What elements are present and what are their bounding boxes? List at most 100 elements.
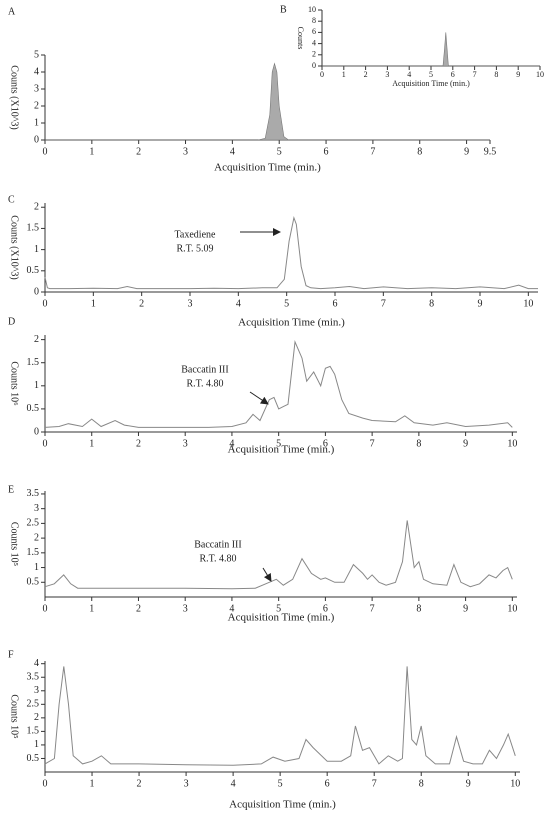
x-tick-label: 0 bbox=[320, 70, 324, 79]
x-axis-label: Acquisition Time (min.) bbox=[392, 79, 470, 88]
y-tick-label: 2 bbox=[312, 50, 316, 59]
x-tick-label: 7 bbox=[370, 146, 375, 157]
y-axis-label: Counts bbox=[296, 27, 305, 50]
x-tick-label: 3 bbox=[385, 70, 389, 79]
y-tick-label: 0 bbox=[34, 286, 39, 297]
panel-label: B bbox=[280, 4, 287, 15]
x-tick-label: 6 bbox=[324, 146, 329, 157]
x-axis-label: Acquisition Time (min.) bbox=[238, 317, 345, 329]
y-tick-label: 0.5 bbox=[27, 403, 40, 414]
y-tick-label: 0.5 bbox=[27, 753, 40, 764]
x-tick-label: 0 bbox=[43, 438, 48, 449]
x-tick-label: 1 bbox=[89, 603, 94, 614]
line bbox=[44, 339, 513, 428]
y-tick-label: 2 bbox=[34, 334, 39, 345]
y-tick-label: 8 bbox=[312, 16, 316, 25]
x-axis-label: Acquisition Time (min.) bbox=[229, 799, 336, 811]
y-tick-label: 1.5 bbox=[27, 726, 40, 737]
x-tick-label: 2 bbox=[136, 603, 141, 614]
annotation: Baccatin III bbox=[194, 539, 241, 550]
x-axis-label: Acquisition Time (min.) bbox=[214, 162, 321, 174]
y-tick-label: 4 bbox=[312, 38, 316, 47]
y-axis-label: Counts 10⁵ bbox=[9, 694, 20, 738]
x-tick-label: 2 bbox=[136, 146, 141, 157]
y-tick-label: 3 bbox=[34, 503, 39, 514]
x-tick-label: 5 bbox=[284, 298, 289, 309]
x-tick-label: 4 bbox=[407, 70, 411, 79]
y-tick-label: 2.5 bbox=[27, 699, 40, 710]
annotation: R.T. 4.80 bbox=[199, 553, 236, 564]
line bbox=[44, 666, 516, 766]
x-tick-label: 0 bbox=[43, 778, 48, 789]
y-tick-label: 1 bbox=[34, 562, 39, 573]
x-tick-label: 2 bbox=[139, 298, 144, 309]
x-tick-label: 10 bbox=[507, 438, 517, 449]
x-tick-label: 9 bbox=[516, 70, 520, 79]
x-tick-label: 8 bbox=[416, 438, 421, 449]
x-tick-label: 2 bbox=[364, 70, 368, 79]
y-tick-label: 1 bbox=[34, 380, 39, 391]
x-tick-label: 2 bbox=[137, 778, 142, 789]
x-tick-label: 9 bbox=[464, 146, 469, 157]
x-tick-label: 4 bbox=[231, 778, 236, 789]
y-tick-label: 6 bbox=[312, 27, 316, 36]
line bbox=[44, 216, 538, 290]
y-axis-label: Counts (X10^3) bbox=[9, 65, 20, 129]
y-axis-label: Counts 10⁶ bbox=[9, 361, 20, 406]
x-tick-label: 1 bbox=[342, 70, 346, 79]
x-tick-label: 8 bbox=[416, 603, 421, 614]
x-tick-label: 5 bbox=[278, 778, 283, 789]
x-tick-label: 5 bbox=[429, 70, 433, 79]
y-tick-label: 3.5 bbox=[27, 488, 40, 499]
annotation: Baccatin III bbox=[181, 364, 228, 375]
y-tick-label: 3 bbox=[34, 685, 39, 696]
y-tick-label: 1 bbox=[34, 117, 39, 128]
x-tick-label: 0 bbox=[43, 146, 48, 157]
x-tick-label: 8 bbox=[419, 778, 424, 789]
x-tick-label: 7 bbox=[370, 438, 375, 449]
x-tick-label: 1 bbox=[89, 146, 94, 157]
x-tick-label: 5 bbox=[276, 603, 281, 614]
x-tick-label: 1 bbox=[90, 778, 95, 789]
x-tick-label: 4 bbox=[230, 146, 235, 157]
x-axis-label: Acquisition Time (min.) bbox=[228, 612, 335, 624]
y-tick-label: 1.5 bbox=[27, 223, 40, 234]
x-tick-label: 8 bbox=[429, 298, 434, 309]
x-tick-label: 1 bbox=[89, 438, 94, 449]
y-tick-label: 0.5 bbox=[27, 577, 40, 588]
area bbox=[45, 62, 490, 141]
x-tick-label: 4 bbox=[236, 298, 241, 309]
x-tick-label: 9.5 bbox=[484, 146, 497, 157]
x-tick-label: 3 bbox=[183, 603, 188, 614]
x-tick-label: 7 bbox=[370, 603, 375, 614]
line bbox=[44, 520, 513, 590]
x-tick-label: 5 bbox=[277, 146, 282, 157]
x-tick-label: 6 bbox=[323, 603, 328, 614]
x-tick-label: 9 bbox=[463, 438, 468, 449]
y-tick-label: 1 bbox=[34, 739, 39, 750]
annotation-arrow bbox=[262, 567, 272, 582]
y-tick-label: 10 bbox=[308, 5, 316, 14]
x-tick-label: 7 bbox=[473, 70, 477, 79]
y-tick-label: 5 bbox=[34, 49, 39, 60]
x-tick-label: 1 bbox=[91, 298, 96, 309]
x-tick-label: 8 bbox=[494, 70, 498, 79]
y-tick-label: 2 bbox=[34, 712, 39, 723]
y-tick-label: 0 bbox=[34, 426, 39, 437]
panel-label: A bbox=[8, 6, 16, 17]
x-tick-label: 3 bbox=[183, 438, 188, 449]
x-tick-label: 9 bbox=[478, 298, 483, 309]
y-tick-label: 0 bbox=[34, 134, 39, 145]
annotation: R.T. 5.09 bbox=[176, 243, 213, 254]
y-tick-label: 0.5 bbox=[27, 265, 40, 276]
panel-label: F bbox=[8, 649, 14, 660]
y-tick-label: 2 bbox=[34, 532, 39, 543]
x-tick-label: 10 bbox=[523, 298, 533, 309]
x-tick-label: 10 bbox=[507, 603, 517, 614]
x-tick-label: 6 bbox=[325, 778, 330, 789]
panel-label: D bbox=[8, 316, 15, 327]
x-tick-label: 3 bbox=[184, 778, 189, 789]
y-tick-label: 1 bbox=[34, 244, 39, 255]
y-tick-label: 4 bbox=[34, 66, 39, 77]
